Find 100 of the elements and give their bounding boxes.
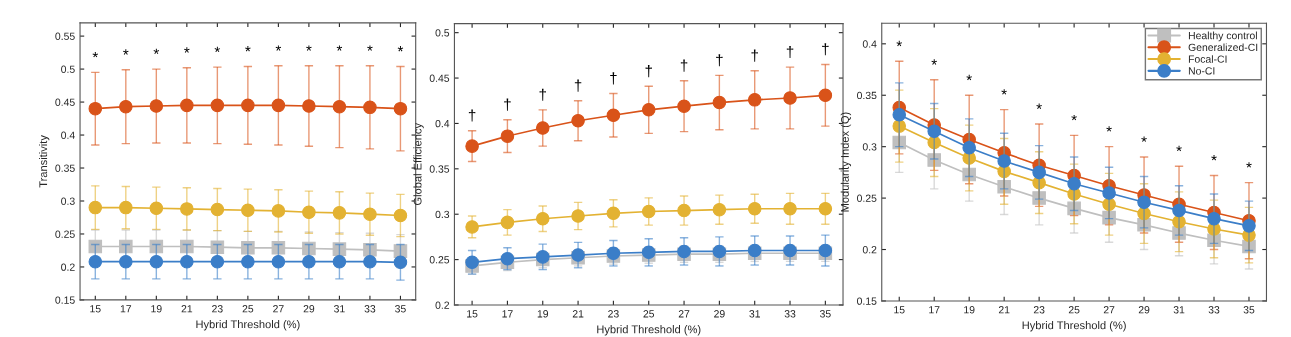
annotation: * xyxy=(306,45,312,51)
y-axis-title: Transitivity xyxy=(39,135,50,188)
annotation: † xyxy=(786,45,794,59)
x-tick-label: 27 xyxy=(1103,306,1115,314)
point xyxy=(1137,218,1151,232)
point xyxy=(180,98,194,113)
y-tick-label: 0.5 xyxy=(435,29,450,37)
point xyxy=(1137,195,1151,209)
x-tick-label: 31 xyxy=(1173,306,1185,314)
point xyxy=(783,91,797,105)
point xyxy=(88,254,103,269)
legend-label: No-CI xyxy=(1188,67,1215,75)
point xyxy=(241,241,255,255)
annotation: * xyxy=(1106,126,1112,132)
point xyxy=(1102,186,1116,200)
x-tick-label: 15 xyxy=(894,306,905,314)
x-tick-label: 27 xyxy=(678,310,690,318)
annotation: † xyxy=(645,65,652,78)
x-tick-label: 29 xyxy=(1138,306,1150,314)
y-tick-label: 0.35 xyxy=(857,91,877,100)
annotation: * xyxy=(367,45,373,51)
y-tick-label: 0.2 xyxy=(435,301,450,309)
point xyxy=(302,241,316,256)
legend-label: Healthy control xyxy=(1188,31,1257,42)
y-tick-label: 0.35 xyxy=(55,164,75,172)
point xyxy=(302,99,316,113)
point xyxy=(962,167,976,182)
x-tick-label: 23 xyxy=(1033,306,1045,314)
x-tick-label: 23 xyxy=(608,310,619,318)
point xyxy=(393,101,408,116)
point xyxy=(927,124,941,139)
point xyxy=(393,244,408,258)
x-tick-label: 17 xyxy=(929,306,940,314)
point xyxy=(210,254,225,269)
point xyxy=(149,254,164,269)
annotation: † xyxy=(539,88,546,101)
x-axis-title: Hybrid Threshold (%) xyxy=(196,320,300,331)
x-axis-title: Hybrid Threshold (%) xyxy=(1022,321,1126,332)
point xyxy=(535,121,550,135)
y-tick-label: 0.2 xyxy=(61,263,75,271)
annotation: * xyxy=(275,45,282,51)
legend-label: Focal-CI xyxy=(1188,55,1227,63)
point xyxy=(500,129,515,143)
point xyxy=(363,254,377,269)
y-tick-label: 0.25 xyxy=(857,194,877,202)
x-tick-label: 23 xyxy=(212,305,223,313)
point xyxy=(677,203,691,218)
x-tick-label: 21 xyxy=(181,305,193,313)
point xyxy=(363,100,377,115)
point xyxy=(241,254,255,269)
point xyxy=(712,202,727,217)
x-tick-label: 31 xyxy=(334,305,345,313)
x-tick-label: 19 xyxy=(537,310,549,318)
point xyxy=(271,254,286,269)
point xyxy=(1032,165,1046,180)
annotation: † xyxy=(574,79,582,92)
annotation: † xyxy=(822,43,829,56)
point xyxy=(393,208,408,223)
annotation: † xyxy=(610,72,617,85)
annotation: * xyxy=(153,48,160,55)
point xyxy=(1067,201,1081,216)
x-tick-label: 33 xyxy=(1208,306,1220,314)
x-tick-label: 19 xyxy=(151,305,162,313)
annotation: * xyxy=(92,51,99,58)
annotation: † xyxy=(751,49,758,62)
point xyxy=(119,254,133,269)
x-tick-label: 35 xyxy=(819,310,831,318)
annotation: * xyxy=(1176,145,1182,152)
y-tick-label: 0.25 xyxy=(429,256,450,264)
y-tick-label: 0.3 xyxy=(61,197,75,205)
point xyxy=(892,108,907,122)
point xyxy=(149,201,164,216)
point xyxy=(465,220,479,234)
x-tick-label: 35 xyxy=(395,305,406,313)
point xyxy=(302,205,316,219)
annotation: * xyxy=(214,46,221,53)
point xyxy=(747,202,762,216)
point xyxy=(465,255,479,270)
x-tick-label: 25 xyxy=(1068,306,1080,314)
point xyxy=(149,239,164,254)
point xyxy=(571,209,585,223)
point xyxy=(1207,233,1221,248)
annotation: * xyxy=(245,46,251,52)
y-tick-label: 0.2 xyxy=(862,246,877,254)
annotation: * xyxy=(1211,155,1217,161)
point xyxy=(997,180,1011,194)
point xyxy=(641,103,656,117)
point xyxy=(1172,214,1186,229)
point xyxy=(1207,211,1221,226)
point xyxy=(818,202,833,216)
y-axis-title: Global Efficiency xyxy=(413,123,424,206)
point xyxy=(1067,176,1081,191)
annotation: † xyxy=(680,59,688,72)
x-tick-label: 27 xyxy=(273,305,284,313)
point xyxy=(241,203,255,217)
point xyxy=(1172,226,1186,240)
x-tick-label: 19 xyxy=(964,306,975,314)
x-axis-title: Hybrid Threshold (%) xyxy=(597,325,701,336)
point xyxy=(465,139,479,153)
x-tick-label: 29 xyxy=(714,310,725,318)
